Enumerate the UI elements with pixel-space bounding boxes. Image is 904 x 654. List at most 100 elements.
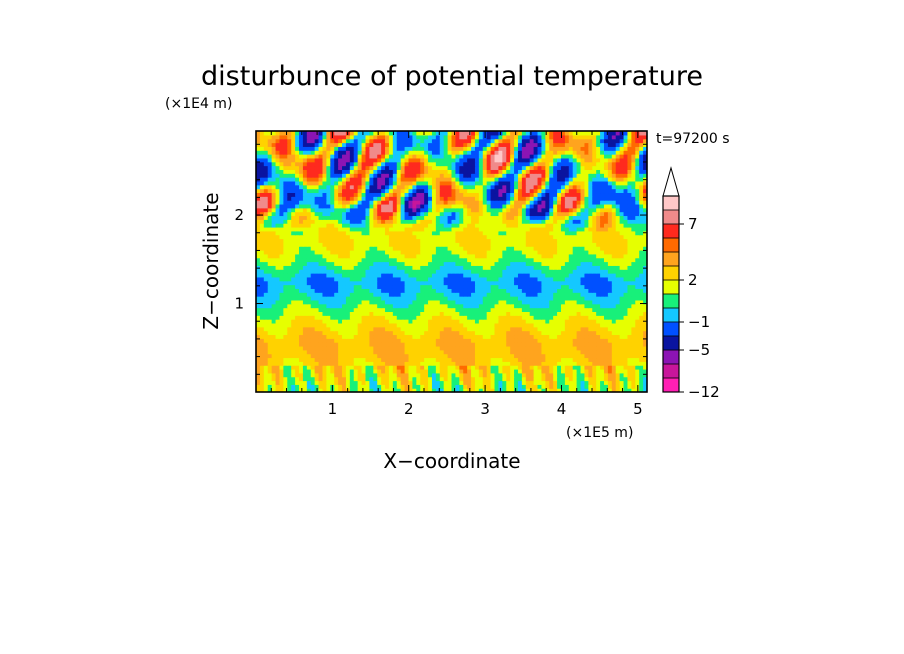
heatmap-cell <box>498 315 503 320</box>
heatmap-cell <box>287 207 292 213</box>
heatmap-cell <box>600 311 605 316</box>
heatmap-cell <box>345 388 351 392</box>
heatmap-cell <box>486 307 492 312</box>
heatmap-cell <box>385 280 390 286</box>
heatmap-cell <box>459 280 464 286</box>
heatmap-cell <box>443 357 449 362</box>
heatmap-cell <box>373 365 378 370</box>
heatmap-cell <box>353 207 359 213</box>
heatmap-cell <box>443 311 449 316</box>
heatmap-cell <box>603 230 609 236</box>
heatmap-cell <box>259 311 265 316</box>
heatmap-cell <box>322 353 327 359</box>
heatmap-cell <box>326 338 331 343</box>
heatmap-cell <box>494 319 500 324</box>
heatmap-cell <box>584 219 589 224</box>
heatmap-cell <box>291 261 296 266</box>
heatmap-cell <box>342 307 347 312</box>
heatmap-cell <box>349 296 355 301</box>
heatmap-cell <box>486 215 492 220</box>
heatmap-cell <box>404 215 410 220</box>
heatmap-cell <box>271 319 277 324</box>
heatmap-cell <box>451 265 457 270</box>
heatmap-cell <box>357 249 363 255</box>
heatmap-cell <box>271 299 277 305</box>
heatmap-cell <box>357 219 363 224</box>
heatmap-cell <box>271 353 277 359</box>
heatmap-cell <box>474 249 480 255</box>
heatmap-cell <box>338 357 343 362</box>
heatmap-cell <box>306 349 312 355</box>
heatmap-cell <box>596 357 601 362</box>
heatmap-cell <box>295 315 300 320</box>
heatmap-cell <box>353 269 359 274</box>
heatmap-cell <box>537 238 543 243</box>
heatmap-cell <box>611 265 617 270</box>
heatmap-cell <box>361 273 367 278</box>
heatmap-cell <box>256 249 261 255</box>
heatmap-cell <box>408 388 413 392</box>
heatmap-cell <box>283 361 288 366</box>
heatmap-cell <box>502 342 507 347</box>
heatmap-cell <box>494 365 500 370</box>
heatmap-cell <box>443 249 449 255</box>
heatmap-cell <box>525 303 531 309</box>
heatmap-cell <box>431 273 437 278</box>
heatmap-cell <box>275 230 281 236</box>
heatmap-cell <box>600 326 605 332</box>
heatmap-cell <box>330 265 335 270</box>
heatmap-cell <box>643 376 647 382</box>
heatmap-cell <box>510 273 515 278</box>
heatmap-cell <box>302 334 308 339</box>
heatmap-cell <box>412 207 417 213</box>
heatmap-cell <box>322 238 327 243</box>
heatmap-cell <box>568 322 574 328</box>
heatmap-cell <box>428 288 433 293</box>
heatmap-cell <box>299 253 304 259</box>
heatmap-cell <box>428 257 433 263</box>
heatmap-cell <box>514 330 519 336</box>
heatmap-cell <box>287 249 292 255</box>
heatmap-cell <box>306 292 312 297</box>
heatmap-cell <box>334 207 339 213</box>
heatmap-cell <box>396 203 402 209</box>
heatmap-cell <box>299 311 304 316</box>
heatmap-cell <box>576 376 582 382</box>
heatmap-cell <box>619 276 625 282</box>
heatmap-cell <box>428 219 433 224</box>
heatmap-cell <box>584 353 589 359</box>
heatmap-cell <box>291 307 296 312</box>
heatmap-cell <box>639 342 644 347</box>
heatmap-cell <box>584 296 589 301</box>
heatmap-cell <box>467 296 472 301</box>
heatmap-cell <box>572 265 578 270</box>
heatmap-cell <box>623 388 629 392</box>
heatmap-cell <box>467 326 472 332</box>
heatmap-cell <box>631 322 636 328</box>
heatmap-cell <box>545 242 550 247</box>
heatmap-cell <box>549 380 554 385</box>
heatmap-cell <box>342 315 347 320</box>
heatmap-cell <box>349 265 355 270</box>
heatmap-field <box>256 131 647 392</box>
heatmap-cell <box>322 361 327 366</box>
heatmap-cell <box>510 203 515 209</box>
heatmap-cell <box>537 257 543 263</box>
heatmap-cell <box>330 307 335 312</box>
heatmap-cell <box>330 269 335 274</box>
heatmap-cell <box>584 326 589 332</box>
heatmap-cell <box>474 384 480 389</box>
heatmap-cell <box>287 238 292 243</box>
heatmap-cell <box>299 230 304 236</box>
heatmap-cell <box>283 280 288 286</box>
heatmap-cell <box>611 280 617 286</box>
heatmap-cell <box>396 238 402 243</box>
heatmap-cell <box>314 322 320 328</box>
heatmap-cell <box>330 257 335 263</box>
heatmap-cell <box>631 211 636 217</box>
heatmap-cell <box>404 330 410 336</box>
heatmap-cell <box>517 338 523 343</box>
heatmap-cell <box>357 299 363 305</box>
heatmap-cell <box>369 200 374 205</box>
heatmap-cell <box>314 226 320 232</box>
